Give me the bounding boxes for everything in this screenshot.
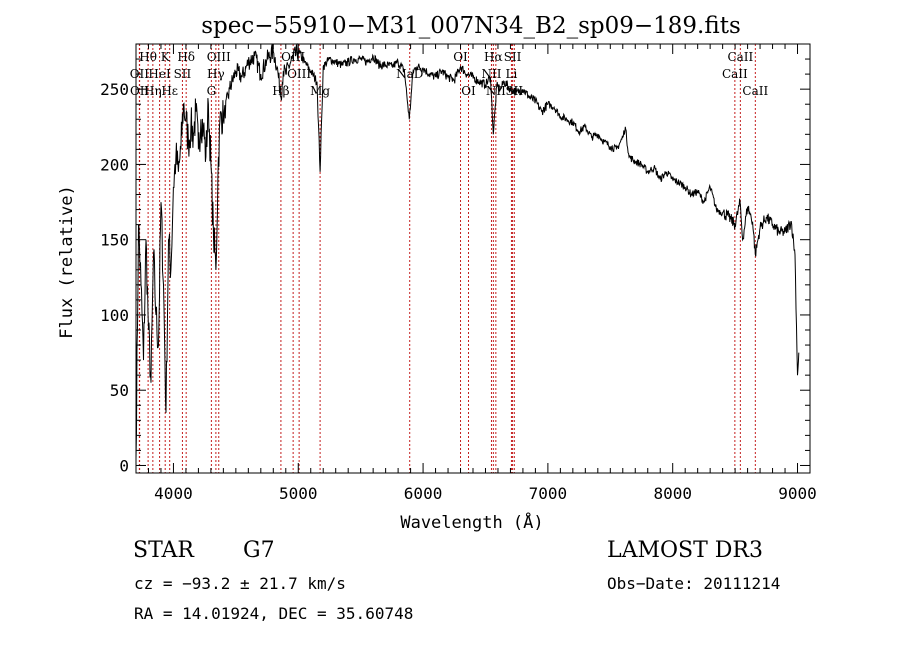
line-label: Hθ [139,50,157,64]
x-tick-label: 8000 [653,484,692,503]
line-label: CaII [722,67,748,81]
line-label: OIII [207,50,231,64]
flux-series [136,44,799,458]
x-tick-label: 6000 [404,484,443,503]
line-label: Hη [144,84,162,98]
line-label: Hγ [207,67,225,81]
y-tick-label: 0 [119,456,129,475]
x-tick-label: 7000 [529,484,568,503]
y-axis-label: Flux (relative) [57,185,77,339]
line-label: Hε [161,84,178,98]
survey-name: LAMOST DR3 [607,538,763,563]
y-tick-label: 100 [100,306,129,325]
object-subclass: G7 [243,538,275,563]
x-tick-label: 5000 [279,484,318,503]
line-label: K [161,50,171,64]
y-tick-label: 200 [100,155,129,174]
line-label: SII [504,50,522,64]
line-label: Hβ [272,84,289,98]
y-tick-label: 250 [100,80,129,99]
line-label: Mg [310,84,330,98]
redshift-value: cz = −93.2 ± 21.7 km/s [134,574,346,593]
line-label: OI [453,50,468,64]
x-tick-label: 4000 [154,484,193,503]
line-label: Li [506,67,518,81]
chart-title: spec−55910−M31_007N34_B2_sp09−189.fits [201,13,741,39]
y-tick-label: 150 [100,231,129,250]
line-label: CaII [727,50,753,64]
observation-date: Obs−Date: 20111214 [607,574,780,593]
line-label: Hα [484,50,503,64]
x-axis-ticks: 4000 5000 6000 7000 8000 9000 [136,44,817,503]
line-label: CaII [742,84,768,98]
line-label: G [207,84,217,98]
plot-frame [136,44,810,473]
spectral-line-markers [139,44,755,473]
line-label: SII [174,67,192,81]
coordinates: RA = 14.01924, DEC = 35.60748 [134,604,413,623]
line-label: HeI [148,67,171,81]
y-axis-ticks: 0 50 100 150 200 250 [100,59,810,475]
object-class: STAR [133,538,194,563]
flux-line [136,44,799,458]
y-tick-label: 50 [110,381,129,400]
line-label: Hδ [177,50,195,64]
x-tick-label: 9000 [778,484,817,503]
x-axis-label: Wavelength (Å) [400,511,543,533]
line-label: OI [461,84,476,98]
line-label: NII [481,67,501,81]
